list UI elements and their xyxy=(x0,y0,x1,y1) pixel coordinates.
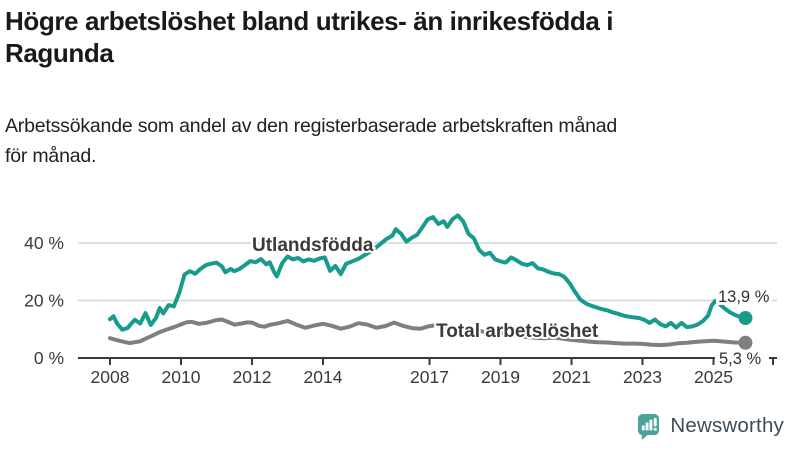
end-label-backing xyxy=(716,289,772,305)
x-tick-label: 2012 xyxy=(233,367,272,387)
series-label: Total arbetslöshet xyxy=(436,321,599,342)
page-title: Högre arbetslöshet bland utrikes- än inr… xyxy=(5,6,614,68)
end-label-backing xyxy=(715,350,769,366)
newsworthy-logo-icon xyxy=(638,413,660,440)
x-axis: 2008 2010 2012 2014 2017 2019 2021 2023 2025 xyxy=(78,357,777,387)
series-end-dot xyxy=(738,311,753,326)
x-tick-label: 2010 xyxy=(162,367,201,387)
x-tick-label: 2025 xyxy=(694,367,733,387)
x-tick-label: 2021 xyxy=(552,367,591,387)
line-chart: 0 %20 %40 %2008 2010 2012 2014 2017 2019 2021 2… xyxy=(24,213,777,387)
series-labels: Utlandsfödda Total arbetslöshet xyxy=(250,233,601,344)
series-end-value: 5,3 % xyxy=(719,350,762,368)
x-tick-label: 2019 xyxy=(481,367,520,387)
y-tick-label: 0 % xyxy=(34,348,64,368)
series-lines xyxy=(108,213,753,350)
page-subtitle: Arbetssökande som andel av den registerb… xyxy=(5,115,618,167)
brand-footer: Newsworthy xyxy=(636,411,784,441)
x-tick-label: 2008 xyxy=(91,367,130,387)
series-line-utlandsfodda xyxy=(108,213,748,332)
series-end-value: 13,9 % xyxy=(718,288,770,306)
series-end-dot xyxy=(738,335,753,350)
x-tick-label: 2023 xyxy=(623,367,662,387)
gridlines xyxy=(78,242,777,302)
x-tick-label: 2017 xyxy=(410,367,449,387)
x-tick-label: 2014 xyxy=(304,367,343,387)
y-tick-label: 20 % xyxy=(24,291,64,311)
end-value-labels: 13,9 % 5,3 % xyxy=(715,288,772,368)
series-label: Utlandsfödda xyxy=(252,235,374,256)
brand-name: Newsworthy xyxy=(670,414,784,437)
y-tick-label: 40 % xyxy=(24,233,64,253)
y-axis-labels: 0 % 20 % 40 % xyxy=(24,233,64,368)
series-line-total xyxy=(108,317,748,348)
